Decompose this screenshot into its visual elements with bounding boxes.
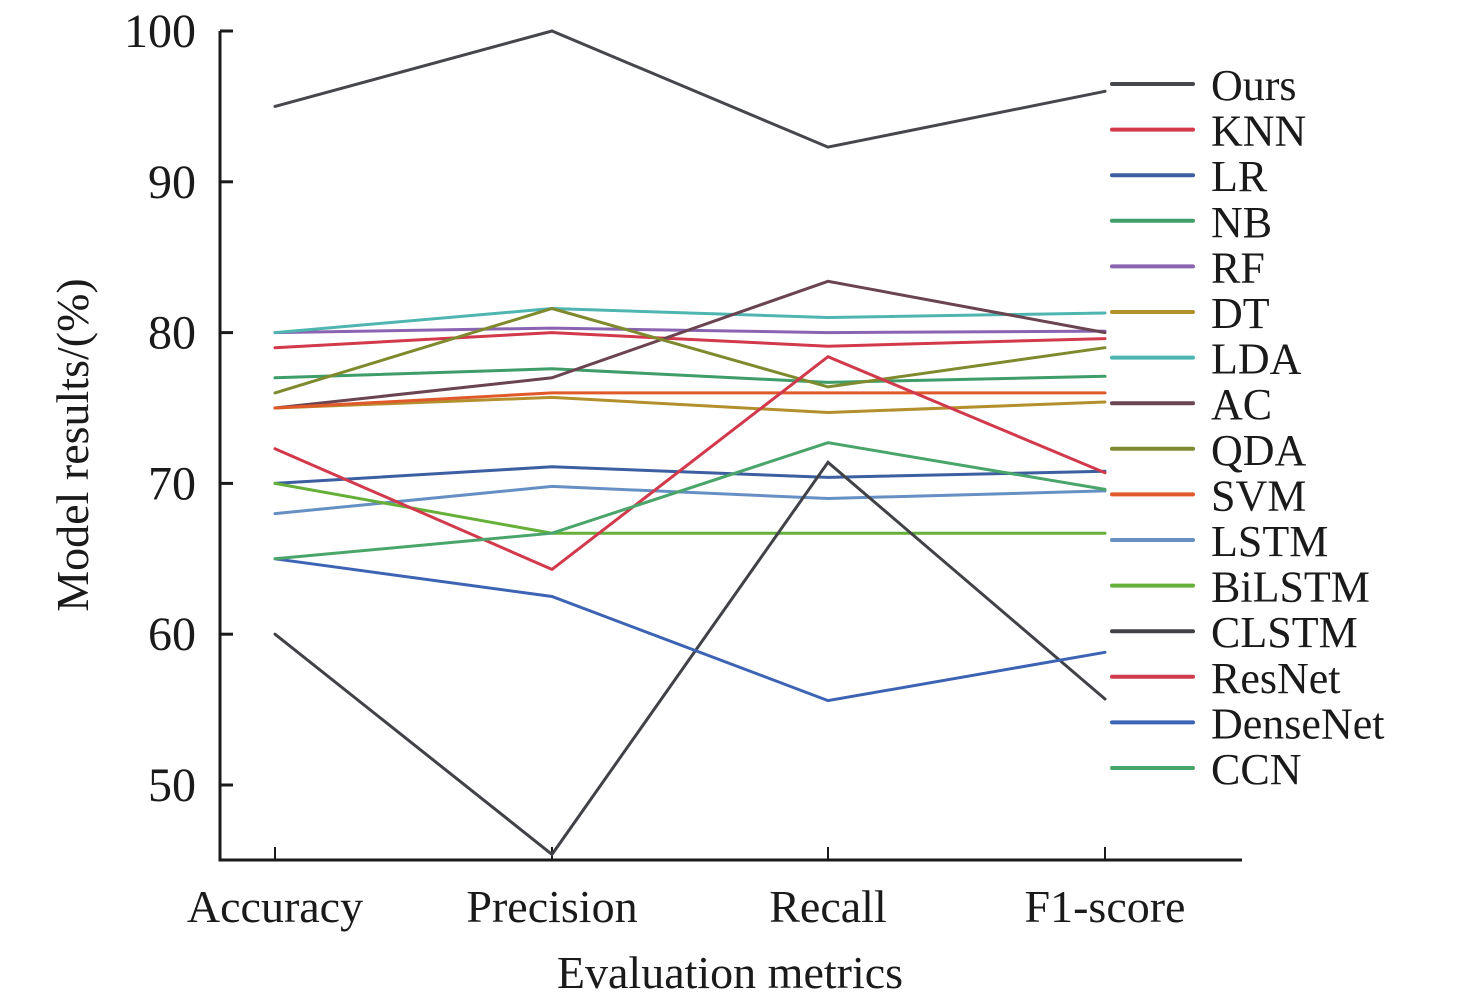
- y-tick-label: 70: [148, 457, 196, 510]
- legend-item-dt: DT: [1110, 289, 1270, 338]
- legend-label: LDA: [1211, 335, 1302, 384]
- y-axis-title: Model results/(%): [47, 278, 98, 611]
- series-line-lr: [273, 465, 1107, 485]
- legend-label: SVM: [1211, 471, 1306, 520]
- series-line-ours: [273, 29, 1107, 149]
- x-tick-label: Recall: [769, 881, 887, 932]
- legend-label: Ours: [1211, 61, 1297, 110]
- legend-item-clstm: CLSTM: [1110, 608, 1358, 657]
- series-line-nb: [273, 367, 1107, 384]
- series-line-resnet: [273, 354, 1107, 572]
- legend-item-ccn: CCN: [1110, 745, 1301, 794]
- series-line-knn: [273, 331, 1107, 350]
- legend-label: DenseNet: [1211, 699, 1385, 748]
- x-ticks: Accuracy Precision Recall F1-score: [187, 847, 1186, 932]
- legend: OursKNNLRNBRFDTLDAACQDASVMLSTMBiLSTMCLST…: [1110, 61, 1385, 794]
- legend-item-ours: Ours: [1110, 61, 1297, 110]
- y-tick-label: 80: [148, 307, 196, 360]
- legend-item-nb: NB: [1110, 198, 1272, 247]
- series-line-svm: [273, 391, 1107, 410]
- legend-item-lstm: LSTM: [1110, 517, 1328, 566]
- legend-label: CLSTM: [1211, 608, 1358, 657]
- series-line-dt: [273, 395, 1107, 415]
- y-ticks: 50 60 70 80 90 100: [124, 5, 233, 812]
- legend-label: KNN: [1211, 107, 1306, 156]
- legend-item-resnet: ResNet: [1110, 654, 1341, 703]
- legend-item-lr: LR: [1110, 152, 1268, 201]
- legend-item-ac: AC: [1110, 380, 1272, 429]
- y-tick-label: 60: [148, 608, 196, 661]
- legend-label: BiLSTM: [1211, 563, 1370, 612]
- legend-label: LSTM: [1211, 517, 1328, 566]
- y-tick-label: 100: [124, 5, 196, 58]
- series-line-ac: [273, 279, 1107, 410]
- legend-item-densenet: DenseNet: [1110, 699, 1385, 748]
- legend-item-bilstm: BiLSTM: [1110, 563, 1370, 612]
- legend-item-knn: KNN: [1110, 107, 1306, 156]
- series-lines: [273, 29, 1107, 857]
- legend-label: CCN: [1211, 745, 1301, 794]
- legend-label: AC: [1211, 380, 1272, 429]
- series-line-clstm: [273, 460, 1107, 857]
- legend-label: RF: [1211, 243, 1265, 292]
- x-tick-label: Accuracy: [187, 881, 363, 932]
- legend-label: DT: [1211, 289, 1270, 338]
- axes: [218, 31, 1242, 862]
- series-line-ccn: [273, 441, 1107, 561]
- legend-item-svm: SVM: [1110, 471, 1306, 520]
- legend-label: LR: [1211, 152, 1268, 201]
- x-tick-label: F1-score: [1025, 881, 1186, 932]
- legend-item-rf: RF: [1110, 243, 1265, 292]
- legend-label: ResNet: [1211, 654, 1341, 703]
- legend-item-qda: QDA: [1110, 426, 1307, 475]
- series-line-densenet: [273, 557, 1107, 703]
- series-line-lstm: [273, 484, 1107, 516]
- legend-label: QDA: [1211, 426, 1307, 475]
- x-axis-title: Evaluation metrics: [557, 947, 903, 998]
- y-tick-label: 50: [148, 759, 196, 812]
- series-line-qda: [273, 306, 1107, 395]
- legend-label: NB: [1211, 198, 1272, 247]
- series-line-lda: [273, 306, 1107, 335]
- x-tick-label: Precision: [466, 881, 637, 932]
- legend-item-lda: LDA: [1110, 335, 1302, 384]
- y-tick-label: 90: [148, 156, 196, 209]
- series-line-bilstm: [273, 481, 1107, 535]
